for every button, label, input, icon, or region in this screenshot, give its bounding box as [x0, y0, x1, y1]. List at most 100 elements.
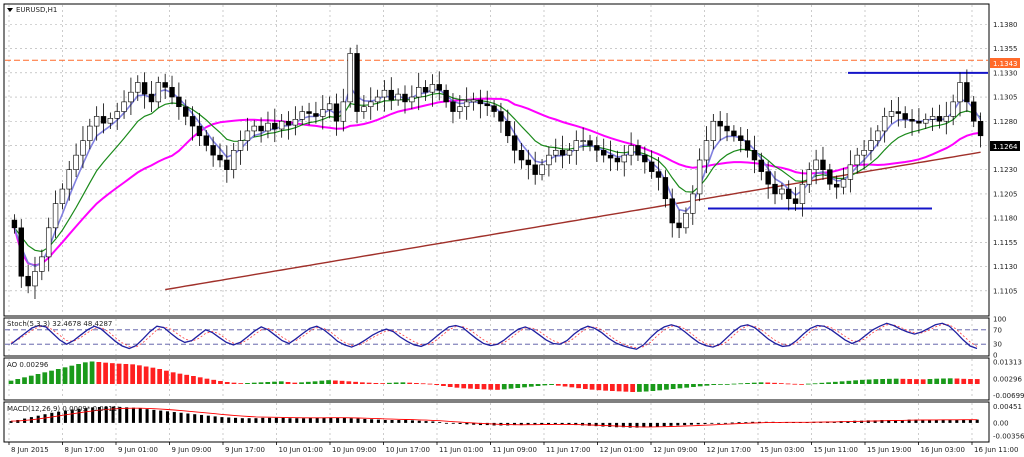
macd-hist-bar	[635, 422, 639, 428]
macd-hist-bar	[941, 419, 945, 423]
ao-bar-down	[224, 382, 230, 384]
bear-candle	[148, 93, 155, 103]
macd-hist-bar	[887, 420, 891, 423]
time-axis-tick-label: 15 Jun 19:00	[867, 446, 911, 454]
ao-bar-down	[164, 370, 169, 384]
bull-candle	[813, 159, 819, 170]
bull-candle	[546, 154, 552, 166]
bull-candle	[265, 122, 271, 132]
bear-candle	[477, 99, 484, 105]
bull-candle	[340, 101, 347, 122]
macd-hist-bar	[179, 412, 183, 423]
stochastic-indicator: 100 70 30 0	[5, 316, 1006, 360]
ao-bar-down	[610, 384, 615, 391]
price-axis-tick-label: 1.1130	[993, 263, 1018, 271]
ao-bar-up	[501, 384, 507, 390]
macd-hist-bar	[97, 406, 101, 423]
ao-bar-up	[758, 382, 764, 384]
bear-candle	[751, 150, 758, 161]
bull-candle	[888, 111, 895, 117]
ao-bar-down	[197, 377, 203, 384]
macd-hist-bar	[410, 420, 414, 423]
time-axis-tick-label: 15 Jun 11:00	[814, 446, 858, 454]
ao-bar-up	[684, 384, 690, 388]
horizontal-lines[interactable]	[5, 59, 988, 210]
macd-hist-bar	[356, 418, 360, 423]
bull-candle	[840, 179, 847, 188]
bear-candle	[792, 198, 799, 204]
macd-hist-bar	[730, 422, 734, 424]
time-axis-tick-label: 12 Jun 01:00	[600, 446, 644, 454]
macd-hist-bar	[104, 406, 108, 423]
macd-hist-bar	[574, 422, 578, 426]
macd-hist-bar	[587, 422, 591, 426]
ao-bar-down	[204, 378, 210, 384]
ao-bar-up	[941, 378, 946, 384]
ao-bar-down	[346, 381, 352, 384]
ao-bar-up	[312, 381, 318, 384]
bear-candle	[450, 101, 456, 112]
ao-bar-down	[772, 382, 777, 384]
bear-candle	[491, 105, 497, 112]
triangle-down-icon[interactable]	[7, 8, 13, 12]
macd-hist-bar	[77, 408, 81, 423]
macd-hist-bar	[240, 418, 244, 423]
ao-bar-down	[454, 384, 460, 388]
ao-bar-up	[805, 383, 811, 385]
ao-bar-up	[724, 384, 730, 385]
bear-candle	[333, 103, 340, 122]
ao-bar-down	[420, 383, 426, 385]
moving-averages	[13, 85, 982, 291]
macd-hist-bar	[145, 409, 149, 423]
bull-candle	[155, 82, 162, 103]
time-axis-tick-label: 8 Jun 17:00	[65, 446, 105, 454]
ao-bar-up	[89, 361, 95, 384]
ao-bar-up	[819, 382, 825, 384]
bear-candle	[909, 119, 915, 122]
stoch-axis-tick-label: 30	[993, 341, 1002, 349]
awesome-oscillator: 0.01313 0.00296 -0.00699	[8, 359, 1024, 400]
bull-candle	[347, 53, 353, 103]
macd-hist-bar	[512, 422, 517, 426]
bull-candle	[320, 109, 326, 117]
ao-bar-up	[549, 384, 554, 385]
bull-candle	[326, 103, 333, 110]
current-price-tag-label: 1.1264	[993, 143, 1018, 151]
bull-candle	[381, 89, 388, 98]
macd-hist-bar	[581, 422, 585, 426]
macd-hist-bar	[274, 417, 278, 423]
macd-hist-bar	[540, 422, 544, 425]
ao-bar-down	[292, 382, 298, 384]
macd-hist-bar	[859, 420, 864, 423]
bear-candle	[744, 140, 751, 151]
bull-candle	[580, 140, 586, 142]
resistance-price-tag-label: 1.1343	[993, 60, 1018, 68]
bull-candle	[703, 140, 710, 161]
macd-hist-bar	[118, 406, 122, 423]
main-pane-frame	[3, 3, 990, 317]
macd-hist-bar	[261, 417, 265, 423]
price-axis-tick-label: 1.1205	[993, 190, 1018, 198]
ao-bar-up	[15, 379, 21, 384]
bull-candle	[881, 116, 888, 132]
bear-candle	[203, 135, 209, 146]
ao-bar-up	[738, 383, 744, 385]
macd-hist-bar	[547, 422, 551, 424]
macd-hist-bar	[329, 417, 333, 423]
bear-candle	[498, 111, 504, 122]
macd-axis-tick-label: 0.00	[993, 419, 1009, 427]
ao-bar-up	[272, 381, 277, 384]
ao-bar-down	[765, 382, 771, 384]
price-axis-tick-label: 1.1380	[993, 21, 1018, 29]
ao-bar-up	[55, 369, 61, 384]
ao-bar-up	[893, 378, 899, 384]
macd-hist-bar	[390, 420, 394, 423]
macd-hist-bar	[615, 422, 619, 428]
bear-candle	[614, 157, 621, 163]
ao-bar-down	[447, 384, 453, 387]
macd-hist-bar	[308, 417, 312, 423]
bull-candle	[923, 119, 929, 124]
ma-long-line	[165, 151, 981, 291]
